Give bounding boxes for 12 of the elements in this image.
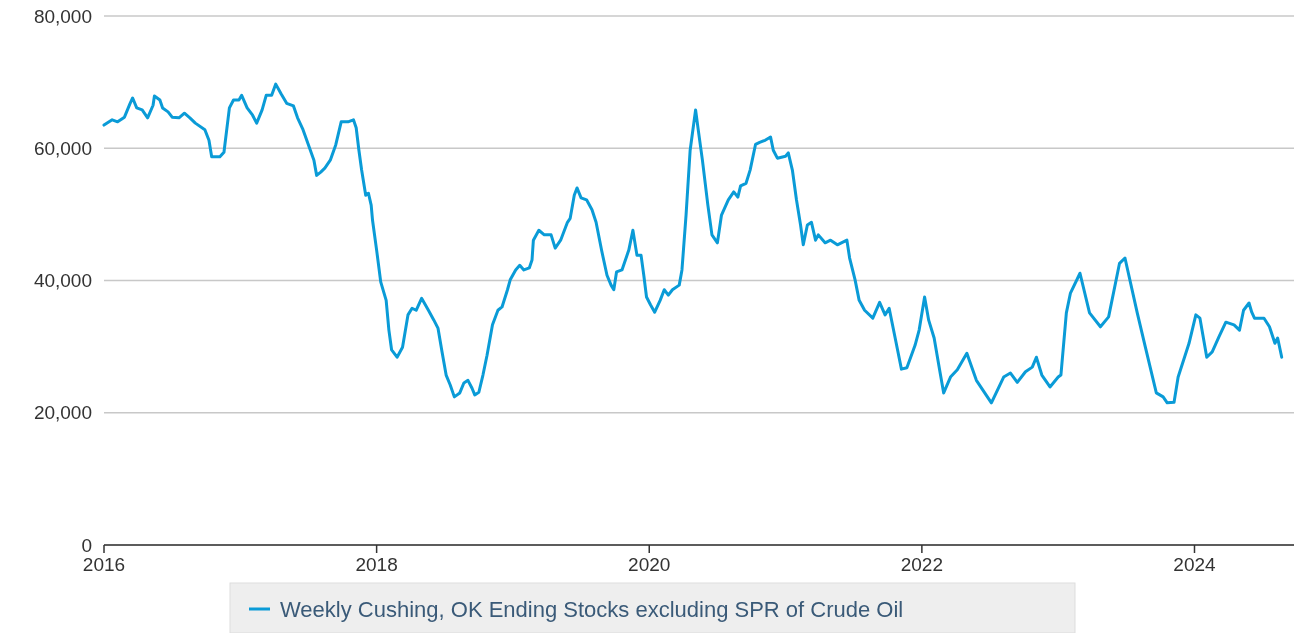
x-tick-label: 2018 bbox=[355, 554, 398, 575]
y-tick-label: 80,000 bbox=[33, 5, 92, 27]
y-tick-label: 60,000 bbox=[33, 137, 92, 159]
x-tick-label: 2016 bbox=[82, 554, 126, 575]
line-series bbox=[102, 82, 1284, 405]
y-tick-label: 0 bbox=[81, 534, 92, 556]
legend-label: Weekly Cushing, OK Ending Stocks excluding SPR of Crude Oil bbox=[280, 596, 904, 622]
x-tick-label: 2022 bbox=[900, 554, 944, 575]
y-tick-label: 40,000 bbox=[33, 270, 92, 292]
x-tick-label: 2020 bbox=[628, 554, 671, 575]
y-tick-label: 20,000 bbox=[33, 402, 92, 424]
x-tick-label: 2024 bbox=[1173, 554, 1217, 575]
